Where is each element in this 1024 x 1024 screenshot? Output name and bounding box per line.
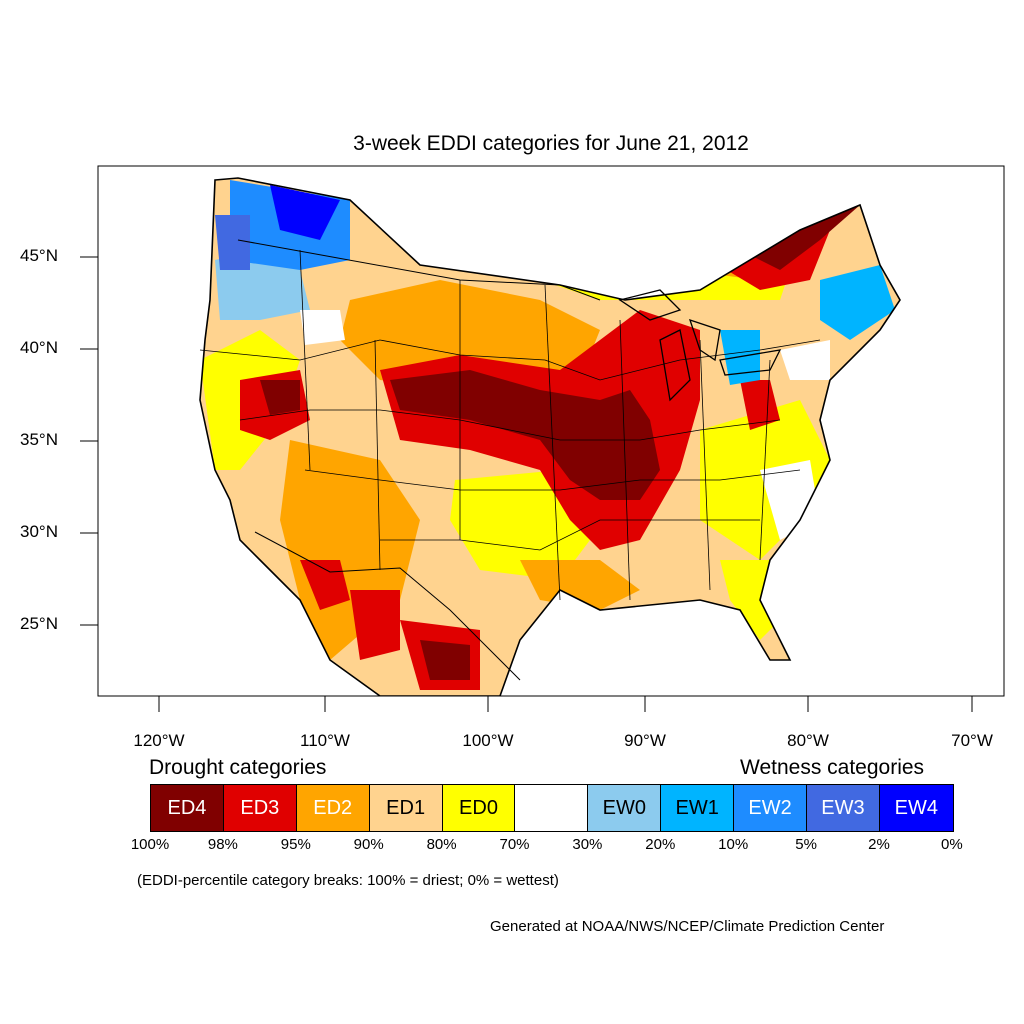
break-label: 80% bbox=[426, 836, 457, 853]
legend-swatch: ED4 bbox=[151, 785, 224, 831]
break-label: 95% bbox=[280, 836, 311, 853]
break-label: 100% bbox=[130, 836, 170, 853]
credit-text: Generated at NOAA/NWS/NCEP/Climate Predi… bbox=[490, 918, 885, 935]
lon-label: 90°W bbox=[624, 731, 666, 750]
lon-label: 120°W bbox=[133, 731, 185, 750]
legend-swatch: EW0 bbox=[588, 785, 662, 831]
legend-swatch: EW1 bbox=[661, 785, 735, 831]
legend-swatch: EW4 bbox=[879, 785, 953, 831]
break-label: 70% bbox=[499, 836, 530, 853]
break-label: 2% bbox=[868, 836, 890, 853]
lat-label: 35°N bbox=[20, 430, 58, 449]
break-label: 5% bbox=[795, 836, 817, 853]
map-title: 3-week EDDI categories for June 21, 2012 bbox=[353, 132, 749, 155]
lon-label: 80°W bbox=[787, 731, 829, 750]
legend-swatch: EW3 bbox=[807, 785, 880, 831]
break-label: 20% bbox=[645, 836, 676, 853]
legend-note: (EDDI-percentile category breaks: 100% =… bbox=[137, 872, 559, 889]
lat-label: 25°N bbox=[20, 614, 58, 633]
legend-swatch: ED3 bbox=[223, 785, 297, 831]
axis-ticks bbox=[80, 256, 973, 712]
state-boundaries bbox=[199, 249, 821, 601]
lat-label: 40°N bbox=[20, 338, 58, 357]
wetness-heading: Wetness categories bbox=[740, 756, 925, 779]
lat-label: 45°N bbox=[20, 246, 58, 265]
lon-label: 100°W bbox=[462, 731, 514, 750]
map-canvas bbox=[199, 177, 901, 696]
break-label: 0% bbox=[941, 836, 963, 853]
legend-swatch: EW2 bbox=[734, 785, 808, 831]
lon-label: 110°W bbox=[300, 731, 350, 750]
break-label: 30% bbox=[572, 836, 603, 853]
break-label: 98% bbox=[207, 836, 238, 853]
lat-label: 30°N bbox=[20, 522, 58, 541]
break-label: 10% bbox=[718, 836, 749, 853]
legend-swatch bbox=[515, 785, 589, 831]
drought-heading: Drought categories bbox=[149, 756, 327, 779]
break-label: 90% bbox=[353, 836, 384, 853]
category-legend: ED4 ED3 ED2 ED1 ED0 EW0 EW1 EW2 EW3 EW4 bbox=[150, 784, 954, 832]
legend-swatch: ED2 bbox=[296, 785, 370, 831]
lon-label: 70°W bbox=[951, 731, 993, 750]
legend-swatch: ED0 bbox=[442, 785, 516, 831]
eddi-field bbox=[200, 178, 900, 696]
legend-swatch: ED1 bbox=[369, 785, 443, 831]
